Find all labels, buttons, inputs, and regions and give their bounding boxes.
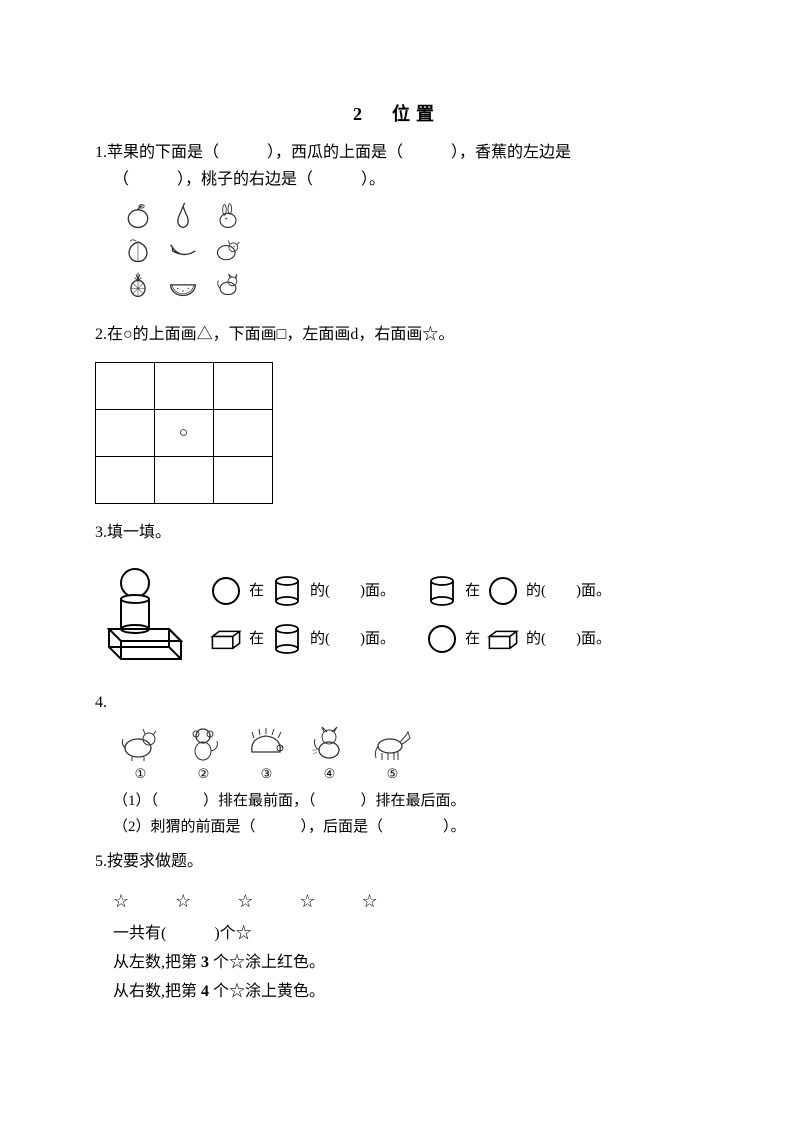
question-4: 4. ① ② ③ ④ ⑤ （1）（ ）排在最前面，（ ）排在最后面。 （2）刺猬…: [95, 689, 698, 840]
q2-cell-top-mid[interactable]: [154, 362, 214, 410]
q1-line1: 苹果的下面是（ ），西瓜的上面是（ ），香蕉的左边是: [107, 144, 571, 161]
q3-r1-t1: 在: [249, 579, 264, 603]
watermelon-icon: [160, 267, 205, 301]
q5-line1: 一共有( )个☆: [113, 920, 698, 949]
q3-r2-t2: 的( )面。: [310, 627, 395, 651]
q3-row-1: 在 的( )面。 在 的( )面。: [205, 567, 698, 615]
cuboid-icon: [484, 620, 522, 658]
animal-dog: ①: [113, 724, 168, 785]
cuboid-icon: [207, 620, 245, 658]
q5-line2: 从左数,把第 3 个☆涂上红色。: [113, 949, 698, 978]
title: 2 位置: [95, 100, 698, 129]
q5-l3c: 个☆涂上黄色。: [209, 983, 325, 1000]
center-circle-icon: [180, 429, 187, 436]
dog-icon: [205, 233, 250, 267]
q2-num: 2.: [95, 326, 107, 343]
q5-body: 按要求做题。: [107, 853, 203, 870]
q5-l3b: 4: [201, 983, 209, 1000]
cat-icon: [205, 267, 250, 301]
q1-text-line1: 1.苹果的下面是（ ），西瓜的上面是（ ），香蕉的左边是: [95, 139, 698, 166]
q5-l3a: 从右数,把第: [113, 983, 201, 1000]
q2-cell-top-left[interactable]: [95, 362, 155, 410]
num-5: ⑤: [387, 764, 399, 785]
question-5: 5.按要求做题。 ☆ ☆ ☆ ☆ ☆ 一共有( )个☆ 从左数,把第 3 个☆涂…: [95, 848, 698, 1006]
animal-hedgehog: ③: [239, 724, 294, 785]
cylinder-icon: [423, 572, 461, 610]
q4-num: 4.: [95, 689, 698, 716]
animal-cat: ④: [302, 724, 357, 785]
apple-icon: [115, 199, 160, 233]
q5-heading: 5.按要求做题。: [95, 848, 698, 875]
q3-r1-t3: 在: [465, 579, 480, 603]
circle-icon: [484, 572, 522, 610]
num-1: ①: [135, 764, 147, 785]
circle-icon: [423, 620, 461, 658]
q2-cell-center: [154, 409, 214, 457]
pear-icon: [160, 199, 205, 233]
q5-line3: 从右数,把第 4 个☆涂上黄色。: [113, 978, 698, 1007]
q3-heading: 3.填一填。: [95, 519, 698, 546]
q1-icon-grid: [115, 199, 250, 301]
q2-cell-mid-right[interactable]: [213, 409, 273, 457]
q2-grid: [95, 362, 275, 503]
animal-horse: ⑤: [365, 724, 420, 785]
question-3: 3.填一填。 在 的( )面。 在: [95, 519, 698, 671]
question-2: 2.在○的上面画△，下面画□，左面画d，右面画☆。: [95, 321, 698, 503]
num-4: ④: [324, 764, 336, 785]
peach-icon: [115, 233, 160, 267]
q5-l2a: 从左数,把第: [113, 954, 201, 971]
q3-r2-t4: 的( )面。: [526, 627, 611, 651]
q2-cell-bot-right[interactable]: [213, 456, 273, 504]
q2-cell-mid-left[interactable]: [95, 409, 155, 457]
q5-l2c: 个☆涂上红色。: [209, 954, 325, 971]
q3-r2-t1: 在: [249, 627, 264, 651]
q3-figures: 在 的( )面。 在 的( )面。 在 的( )面。 在 的( )面。: [95, 567, 698, 672]
cylinder-icon: [268, 620, 306, 658]
cylinder-icon: [268, 572, 306, 610]
pineapple-icon: [115, 267, 160, 301]
question-1: 1.苹果的下面是（ ），西瓜的上面是（ ），香蕉的左边是 （ ），桃子的右边是（…: [95, 139, 698, 313]
q2-cell-top-right[interactable]: [213, 362, 273, 410]
q3-composite-icon: [95, 567, 195, 672]
q2-body: 在○的上面画△，下面画□，左面画d，右面画☆。: [107, 326, 454, 343]
q3-r1-t4: 的( )面。: [526, 579, 611, 603]
banana-icon: [160, 233, 205, 267]
q1-line2: （ ），桃子的右边是（ ）。: [95, 166, 698, 193]
q4-animals: ① ② ③ ④ ⑤: [113, 724, 698, 785]
rabbit-icon: [205, 199, 250, 233]
q3-num: 3.: [95, 524, 107, 541]
q3-r1-t2: 的( )面。: [310, 579, 395, 603]
q4-sub1: （1）（ ）排在最前面，（ ）排在最后面。: [95, 789, 698, 815]
q5-stars: ☆ ☆ ☆ ☆ ☆: [113, 887, 698, 916]
q4-sub2: （2）刺猬的前面是（ ），后面是（ ）。: [95, 815, 698, 841]
num-2: ②: [198, 764, 210, 785]
circle-icon: [207, 572, 245, 610]
animal-monkey: ②: [176, 724, 231, 785]
q3-r2-t3: 在: [465, 627, 480, 651]
q2-cell-bot-left[interactable]: [95, 456, 155, 504]
num-3: ③: [261, 764, 273, 785]
q1-num: 1.: [95, 144, 107, 161]
q3-row-2: 在 的( )面。 在 的( )面。: [205, 615, 698, 663]
q5-num: 5.: [95, 853, 107, 870]
q5-l2b: 3: [201, 954, 209, 971]
q2-text: 2.在○的上面画△，下面画□，左面画d，右面画☆。: [95, 321, 698, 348]
q3-body: 填一填。: [107, 524, 171, 541]
q2-cell-bot-mid[interactable]: [154, 456, 214, 504]
